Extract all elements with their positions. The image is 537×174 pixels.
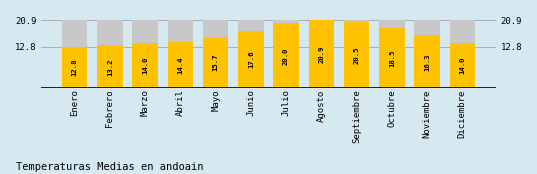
Text: 17.6: 17.6: [248, 51, 254, 68]
Bar: [238, 31, 264, 88]
Text: 12.8: 12.8: [72, 59, 78, 76]
Text: 16.3: 16.3: [424, 53, 430, 70]
Text: 18.5: 18.5: [389, 49, 395, 67]
Bar: [309, 20, 334, 88]
Bar: [168, 20, 193, 88]
Bar: [97, 20, 122, 88]
Text: 14.0: 14.0: [459, 57, 465, 74]
Bar: [62, 20, 88, 88]
Bar: [309, 20, 334, 88]
Bar: [415, 20, 440, 88]
Text: 14.0: 14.0: [142, 57, 148, 74]
Bar: [203, 37, 228, 88]
Bar: [168, 42, 193, 88]
Bar: [379, 28, 404, 88]
Bar: [203, 20, 228, 88]
Text: 20.9: 20.9: [318, 46, 324, 63]
Bar: [344, 20, 369, 88]
Bar: [62, 47, 88, 88]
Text: 20.0: 20.0: [283, 47, 289, 65]
Bar: [415, 35, 440, 88]
Bar: [133, 20, 158, 88]
Bar: [379, 20, 404, 88]
Text: 15.7: 15.7: [213, 54, 219, 72]
Bar: [449, 43, 475, 88]
Bar: [344, 22, 369, 88]
Text: 20.5: 20.5: [353, 46, 360, 64]
Text: 14.4: 14.4: [177, 56, 184, 74]
Bar: [273, 23, 299, 88]
Bar: [133, 43, 158, 88]
Bar: [238, 20, 264, 88]
Bar: [97, 45, 122, 88]
Bar: [449, 20, 475, 88]
Text: Temperaturas Medias en andoain: Temperaturas Medias en andoain: [16, 162, 204, 172]
Bar: [273, 20, 299, 88]
Text: 13.2: 13.2: [107, 58, 113, 76]
